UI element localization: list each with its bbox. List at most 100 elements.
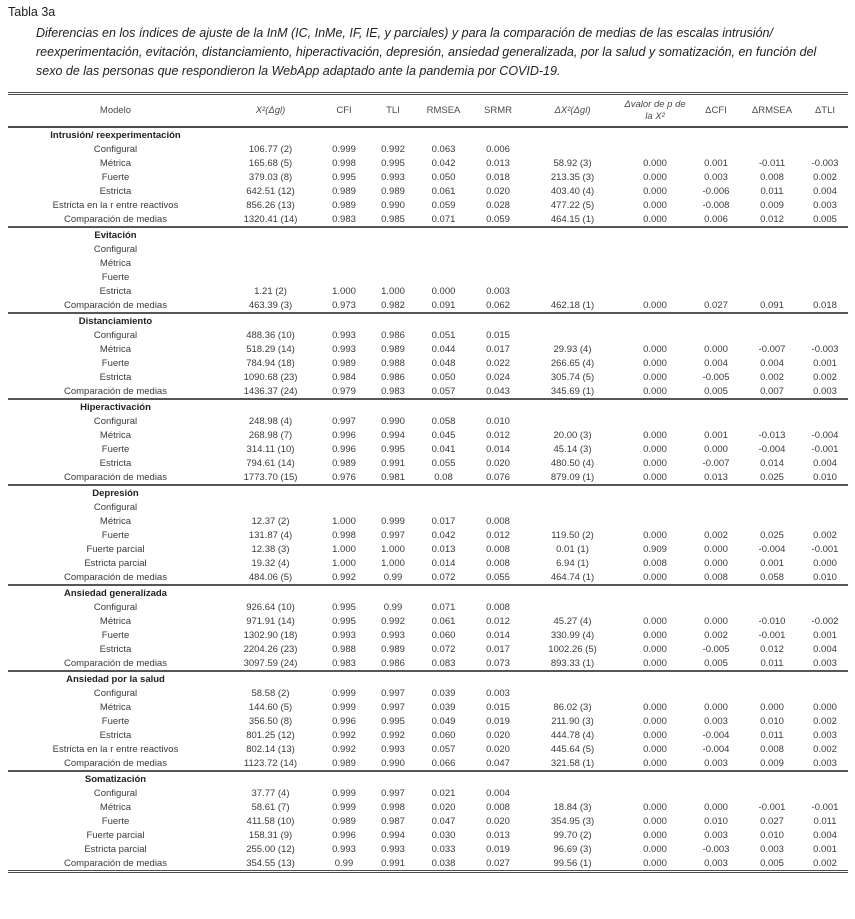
table-cell bbox=[802, 328, 848, 342]
table-cell bbox=[370, 242, 416, 256]
column-header: ΔRMSEA bbox=[742, 93, 802, 129]
table-cell: 268.98 (7) bbox=[248, 429, 293, 441]
model-label: Comparación de medias bbox=[64, 299, 167, 311]
section-row: Ansiedad por la salud bbox=[8, 670, 848, 687]
table-cell bbox=[223, 256, 318, 270]
table-cell: 0.058 bbox=[760, 571, 784, 583]
empty-cell bbox=[318, 584, 370, 601]
table-row: Fuerte 411.58 (10) 0.989 0.987 0.047 0.020 354… bbox=[8, 814, 848, 828]
table-cell: 0.000 bbox=[643, 299, 667, 311]
table-cell: 0.002 bbox=[813, 529, 837, 541]
table-cell: 0.000 bbox=[643, 385, 667, 397]
table-cell: 1320.41 (14) bbox=[243, 213, 298, 225]
column-header: CFI bbox=[318, 93, 370, 129]
table-row: Comparación de medias 463.39 (3) 0.973 0.98… bbox=[8, 298, 848, 313]
table-cell: 0.909 bbox=[643, 543, 667, 555]
table-cell bbox=[742, 600, 802, 614]
column-header: ΔX²(Δgl) bbox=[525, 93, 620, 129]
model-label: Comparación de medias bbox=[64, 857, 167, 869]
table-cell bbox=[620, 414, 690, 428]
table-cell bbox=[690, 414, 742, 428]
table-cell bbox=[690, 142, 742, 156]
empty-cell bbox=[223, 584, 318, 601]
table-cell: 0.986 bbox=[381, 657, 405, 669]
table-row: Comparación de medias 1436.37 (24) 0.979 0.… bbox=[8, 384, 848, 399]
table-row: Comparación de medias 3097.59 (24) 0.983 0.… bbox=[8, 656, 848, 671]
table-cell: 0.996 bbox=[332, 829, 356, 841]
empty-cell bbox=[690, 770, 742, 787]
table-cell: 0.005 bbox=[704, 657, 728, 669]
table-cell bbox=[416, 242, 471, 256]
table-cell: 0.000 bbox=[643, 857, 667, 869]
empty-cell bbox=[370, 770, 416, 787]
table-cell: 0.051 bbox=[431, 329, 456, 341]
table-cell: 12.38 (3) bbox=[251, 543, 290, 555]
table-cell: 0.091 bbox=[431, 299, 456, 311]
table-cell: 0.009 bbox=[760, 199, 784, 211]
empty-cell bbox=[370, 398, 416, 415]
table-cell: 3097.59 (24) bbox=[243, 657, 298, 669]
table-cell: 0.008 bbox=[643, 557, 667, 569]
table-cell: 0.000 bbox=[643, 443, 667, 455]
table-cell bbox=[416, 270, 471, 284]
column-header: ΔCFI bbox=[690, 93, 742, 129]
model-label: Métrica bbox=[99, 343, 132, 355]
table-cell: 106.77 (2) bbox=[248, 143, 293, 155]
table-cell: 0.045 bbox=[431, 429, 456, 441]
table-cell: 0.993 bbox=[332, 329, 356, 341]
table-cell: 0.002 bbox=[813, 171, 837, 183]
table-cell: 0.008 bbox=[486, 543, 510, 555]
table-cell: 0.995 bbox=[332, 615, 356, 627]
table-cell: 0.010 bbox=[486, 415, 510, 427]
empty-cell bbox=[742, 226, 802, 243]
table-cell: 0.004 bbox=[704, 357, 728, 369]
table-cell: 1773.70 (15) bbox=[243, 471, 298, 483]
table-cell: 0.000 bbox=[643, 615, 667, 627]
table-cell: 0.993 bbox=[381, 843, 405, 855]
table-cell: 29.93 (4) bbox=[553, 343, 592, 355]
table-cell: 0.998 bbox=[332, 529, 356, 541]
empty-cell bbox=[318, 770, 370, 787]
column-header: SRMR bbox=[471, 93, 525, 129]
model-label: Comparación de medias bbox=[64, 657, 167, 669]
table-cell bbox=[690, 600, 742, 614]
table-cell: 0.000 bbox=[704, 343, 728, 355]
table-cell: 856.26 (13) bbox=[246, 199, 295, 211]
table-cell: 0.990 bbox=[381, 199, 405, 211]
table-cell: 0.019 bbox=[486, 843, 510, 855]
table-cell bbox=[690, 256, 742, 270]
table-cell: 1.21 (2) bbox=[254, 285, 287, 297]
table-cell: 0.000 bbox=[760, 701, 784, 713]
table-cell: -0.007 bbox=[758, 343, 786, 355]
table-cell: 879.09 (1) bbox=[550, 471, 595, 483]
table-cell bbox=[690, 686, 742, 700]
table-cell: 0.000 bbox=[643, 171, 667, 183]
table-cell: 0.014 bbox=[486, 443, 510, 455]
table-row: Métrica 165.68 (5) 0.998 0.995 0.042 0.013 58.… bbox=[8, 156, 848, 170]
empty-cell bbox=[690, 398, 742, 415]
table-cell: -0.013 bbox=[758, 429, 786, 441]
empty-cell bbox=[416, 226, 471, 243]
table-cell bbox=[802, 514, 848, 528]
table-cell bbox=[802, 414, 848, 428]
table-row: Configural bbox=[8, 500, 848, 514]
table-cell: 12.37 (2) bbox=[251, 515, 290, 527]
table-cell: 0.013 bbox=[486, 157, 510, 169]
table-cell: 0.010 bbox=[813, 571, 837, 583]
table-row: Fuerte 314.11 (10) 0.996 0.995 0.041 0.014 45.… bbox=[8, 442, 848, 456]
table-cell: 0.042 bbox=[431, 157, 456, 169]
table-cell: 0.993 bbox=[381, 743, 405, 755]
table-cell: 0.992 bbox=[332, 729, 356, 741]
table-cell: 158.31 (9) bbox=[248, 829, 293, 841]
table-cell bbox=[525, 414, 620, 428]
table-cell: -0.004 bbox=[758, 543, 786, 555]
section-row: Somatización bbox=[8, 770, 848, 787]
table-cell: 0.001 bbox=[704, 429, 728, 441]
table-cell: 0.020 bbox=[486, 729, 510, 741]
table-cell: -0.003 bbox=[702, 843, 730, 855]
table-caption: Diferencias en los índices de ajuste de … bbox=[36, 26, 817, 78]
table-row: Estricta 1090.68 (23) 0.984 0.986 0.050 0.024… bbox=[8, 370, 848, 384]
empty-cell bbox=[318, 398, 370, 415]
table-cell: 0.996 bbox=[332, 715, 356, 727]
table-cell: 0.993 bbox=[332, 843, 356, 855]
